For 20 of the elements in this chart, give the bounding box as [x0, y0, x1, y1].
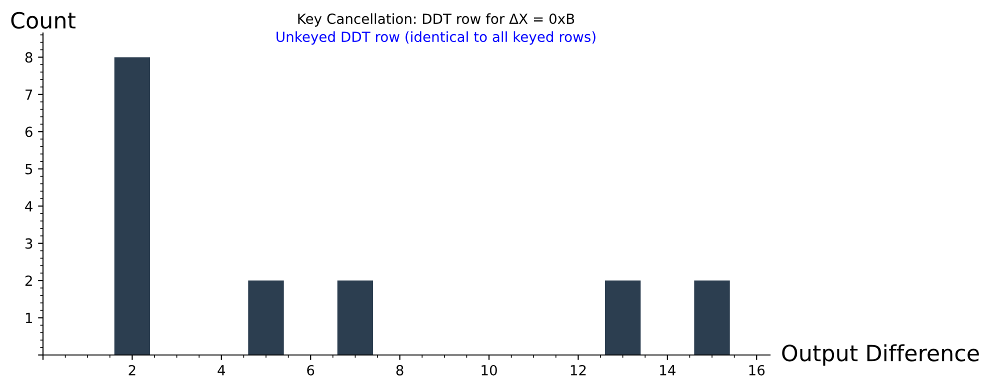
x-tick-label: 2 — [128, 364, 136, 376]
x-tick-label: 14 — [660, 365, 676, 376]
x-tick-label: 10 — [482, 364, 497, 376]
y-tick-label: 8 — [25, 52, 32, 63]
y-tick-label: 4 — [25, 201, 32, 212]
x-tick-label: 16 — [749, 364, 765, 376]
x-axis-title: Output Difference — [782, 344, 979, 366]
y-tick-label: 2 — [25, 276, 32, 286]
y-tick-label: 3 — [26, 238, 32, 249]
y-tick-label: 7 — [26, 90, 32, 100]
y-tick-label: 1 — [26, 312, 32, 324]
y-axis-title: Count — [11, 12, 76, 29]
chart-subtitle: Unkeyed DDT row (identical to all keyed rows) — [276, 31, 596, 45]
x-tick-label: 8 — [396, 364, 404, 376]
chart-title: Key Cancellation: DDT row for ΔX = 0xB — [298, 13, 574, 27]
x-tick-label: 4 — [218, 365, 226, 376]
y-tick-label: 5 — [26, 164, 32, 174]
x-tick-label: 6 — [307, 364, 314, 376]
x-tick-label: 12 — [570, 364, 586, 376]
y-tick-label: 6 — [25, 126, 32, 138]
